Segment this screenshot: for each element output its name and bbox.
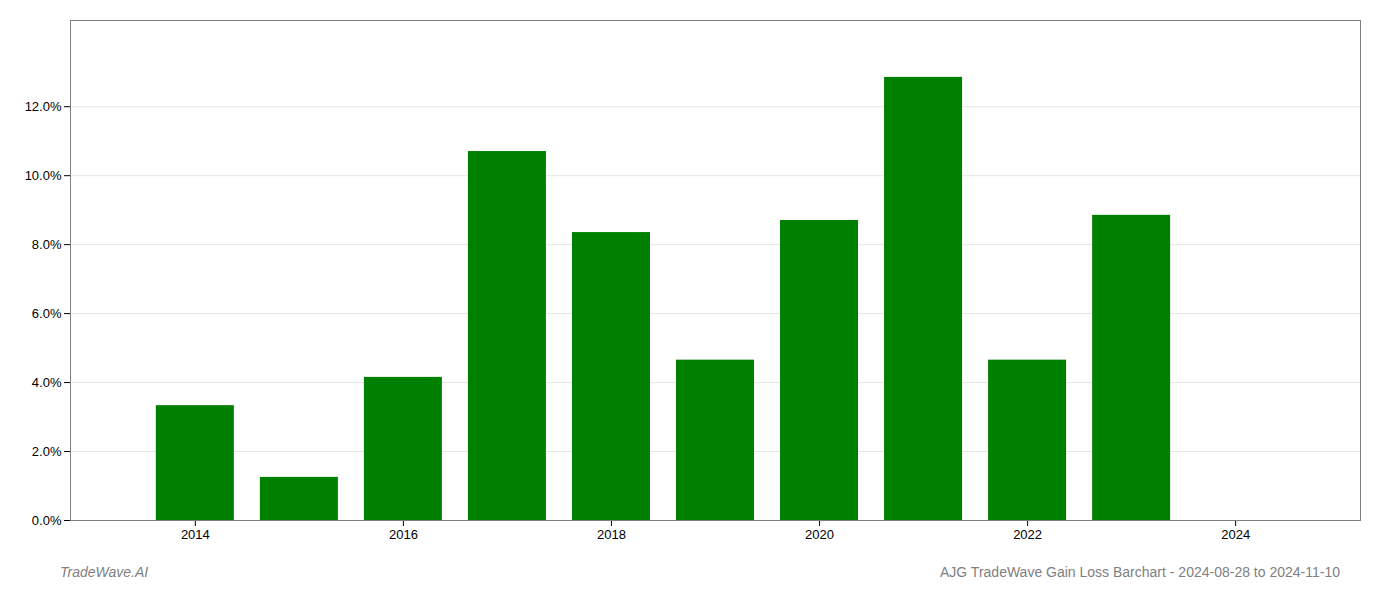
svg-text:2024: 2024 <box>1221 527 1250 542</box>
svg-text:2022: 2022 <box>1013 527 1042 542</box>
svg-text:2014: 2014 <box>181 527 210 542</box>
svg-text:2016: 2016 <box>389 527 418 542</box>
html-text:AJG TradeWave Gain Loss Barcha: AJG TradeWave Gain Loss Barchart - 2024-… <box>940 564 1340 580</box>
html-text:TradeWave.AI: TradeWave.AI <box>60 564 149 580</box>
svg-text:0.0%: 0.0% <box>32 513 62 528</box>
svg-text:2018: 2018 <box>597 527 626 542</box>
svg-text:10.0%: 10.0% <box>25 168 62 183</box>
svg-text:8.0%: 8.0% <box>32 237 62 252</box>
svg-text:2020: 2020 <box>805 527 834 542</box>
svg-text:4.0%: 4.0% <box>32 375 62 390</box>
svg-text:6.0%: 6.0% <box>32 306 62 321</box>
svg-text:2.0%: 2.0% <box>32 444 62 459</box>
svg-text:12.0%: 12.0% <box>25 99 62 114</box>
